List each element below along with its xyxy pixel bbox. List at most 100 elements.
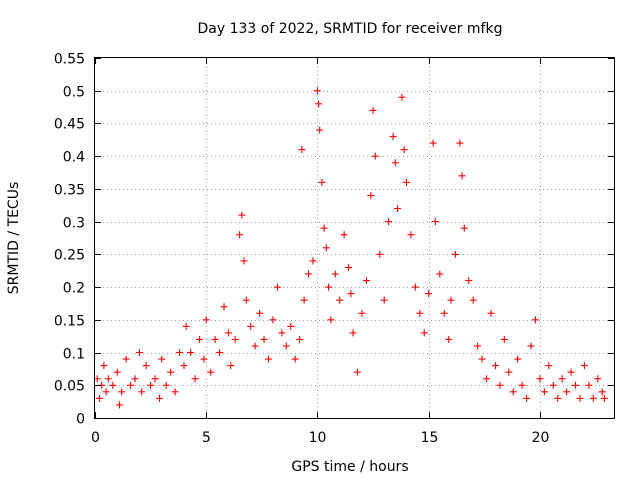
data-point [500, 335, 508, 343]
data-point [369, 106, 377, 114]
data-point [315, 100, 323, 108]
y-tick-label: 0.35 [54, 183, 85, 199]
data-point [376, 250, 384, 258]
data-point [273, 283, 281, 291]
data-point [505, 368, 513, 376]
y-tick-label: 0.2 [63, 281, 85, 297]
data-point [600, 394, 608, 402]
data-point [572, 381, 580, 389]
data-point [585, 381, 593, 389]
data-point [436, 270, 444, 278]
data-point [451, 250, 459, 258]
data-point [345, 263, 353, 271]
data-point [509, 388, 517, 396]
data-point [122, 355, 130, 363]
data-point [240, 257, 248, 265]
data-point [336, 296, 344, 304]
data-point [207, 368, 215, 376]
data-point [347, 290, 355, 298]
data-point [95, 394, 103, 402]
data-point [514, 355, 522, 363]
data-point [251, 342, 259, 350]
data-point [147, 381, 155, 389]
data-point [465, 277, 473, 285]
data-point [340, 231, 348, 239]
data-point [305, 270, 313, 278]
y-axis-ticks: 0 0.05 0.1 0.15 0.2 0.25 0.3 0.35 0.4 0.45 0.5 0.55 [54, 52, 614, 428]
data-point [402, 178, 410, 186]
data-point [367, 191, 375, 199]
data-point [220, 303, 228, 311]
data-point [142, 362, 150, 370]
data-point [309, 257, 317, 265]
data-point [431, 218, 439, 226]
data-point [429, 139, 437, 147]
data-point [100, 362, 108, 370]
y-tick-label: 0.4 [63, 150, 85, 166]
y-tick-label: 0.3 [63, 216, 85, 232]
data-point [200, 355, 208, 363]
data-point [394, 205, 402, 213]
grid-lines [95, 58, 614, 418]
data-point [171, 388, 179, 396]
data-point [563, 388, 571, 396]
data-point [460, 224, 468, 232]
data-point [440, 309, 448, 317]
data-point [156, 394, 164, 402]
data-point [196, 335, 204, 343]
data-point [180, 362, 188, 370]
data-point [296, 335, 304, 343]
data-point [371, 152, 379, 160]
data-point [554, 394, 562, 402]
data-point [594, 375, 602, 383]
data-point [458, 172, 466, 180]
data-point [469, 296, 477, 304]
data-point [385, 218, 393, 226]
data-point [518, 381, 526, 389]
data-point [567, 368, 575, 376]
data-point [269, 316, 277, 324]
data-point [176, 349, 184, 357]
data-point [182, 322, 190, 330]
data-point [224, 329, 232, 337]
data-point [445, 335, 453, 343]
data-point [545, 362, 553, 370]
data-point [247, 322, 255, 330]
x-tick-label: 5 [202, 430, 211, 446]
data-point [300, 296, 308, 304]
data-point [138, 388, 146, 396]
x-tick-label: 20 [532, 430, 550, 446]
y-tick-label: 0.1 [63, 347, 85, 363]
data-point [389, 133, 397, 141]
data-point [131, 375, 139, 383]
y-tick-label: 0.55 [54, 52, 85, 68]
data-point [162, 381, 170, 389]
y-axis-label: SRMTID / TECUs [6, 182, 22, 295]
data-point [523, 394, 531, 402]
data-point [238, 211, 246, 219]
data-points [93, 87, 608, 409]
data-point [391, 159, 399, 167]
data-point [278, 329, 286, 337]
data-point [151, 375, 159, 383]
data-point [135, 349, 143, 357]
data-point [456, 139, 464, 147]
x-axis-label: GPS time / hours [291, 459, 408, 475]
data-point [187, 349, 195, 357]
data-point [362, 277, 370, 285]
data-point [236, 231, 244, 239]
data-point [260, 335, 268, 343]
data-point [531, 316, 539, 324]
data-point [327, 316, 335, 324]
data-point [109, 381, 117, 389]
data-point [322, 244, 330, 252]
data-point [298, 146, 306, 154]
data-point [558, 375, 566, 383]
data-point [407, 231, 415, 239]
data-point [211, 335, 219, 343]
data-point [400, 146, 408, 154]
data-point [491, 362, 499, 370]
y-tick-label: 0.15 [54, 314, 85, 330]
x-tick-label: 15 [421, 430, 439, 446]
